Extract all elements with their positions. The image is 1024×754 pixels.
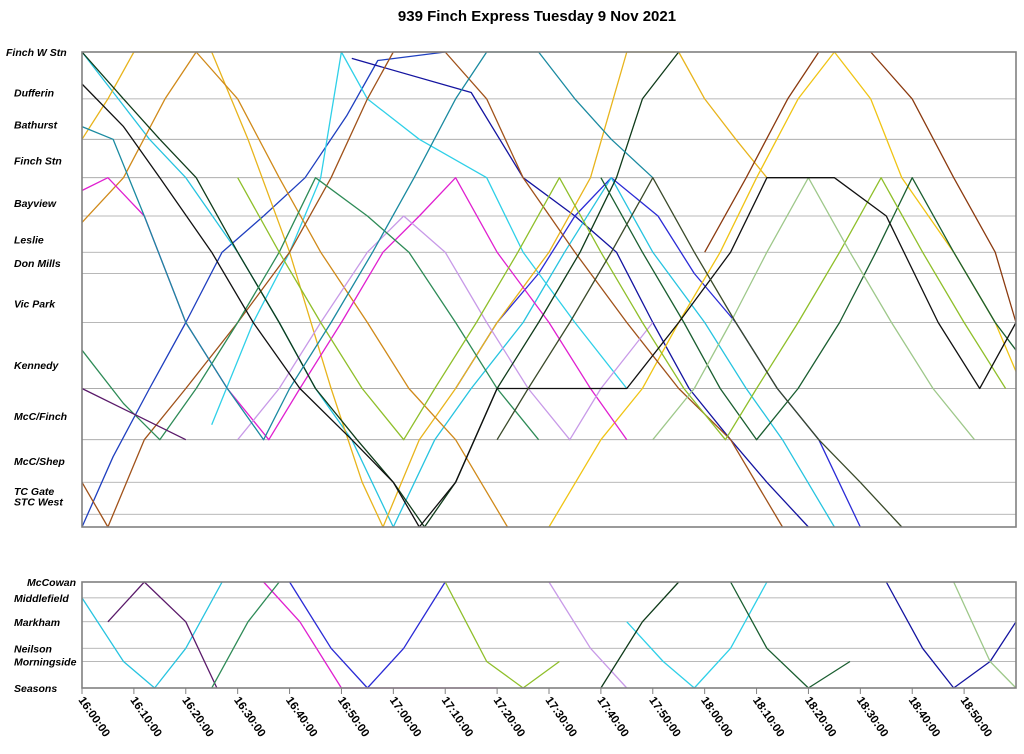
trip-line (81, 387, 187, 441)
trip-line (455, 177, 861, 528)
trip-line (81, 177, 628, 441)
trip-line (351, 57, 809, 528)
x-tick-label: 18:10:00 (750, 695, 786, 740)
chart-title: 939 Finch Express Tuesday 9 Nov 2021 (398, 8, 676, 25)
x-tick-label: 17:50:00 (646, 695, 682, 740)
trip-line (730, 581, 851, 689)
trip-line (81, 51, 835, 528)
plot-frame (81, 51, 1017, 528)
stop-label: McC/Finch (14, 411, 67, 423)
trip-line (211, 581, 280, 689)
x-tick-label: 18:50:00 (958, 695, 994, 740)
stop-label: Morningside (14, 657, 77, 669)
x-tick-label: 16:40:00 (283, 695, 319, 740)
x-tick-label: 18:00:00 (698, 695, 734, 740)
trip-line (548, 51, 1017, 528)
x-axis: 16:00:00 16:10:00 16:20:00 16:30:00 16:40:00… (76, 688, 994, 739)
stop-label: Finch W Stn (6, 47, 67, 59)
trip-line (237, 177, 1007, 441)
trip-line (652, 177, 976, 441)
stop-label: Bathurst (14, 119, 58, 131)
stop-label: Seasons (14, 683, 57, 695)
x-tick-label: 16:50:00 (335, 695, 371, 740)
trip-line (444, 581, 560, 689)
stop-label: Finch Stn (14, 156, 62, 168)
stop-label: McCowan (27, 577, 76, 589)
x-tick-label: 17:20:00 (491, 695, 527, 740)
stop-label: Dufferin (14, 87, 54, 99)
trip-line (600, 177, 1017, 441)
x-tick-label: 17:00:00 (387, 695, 423, 740)
stop-label: Neilson (14, 643, 52, 655)
trip-line (107, 581, 218, 689)
x-tick-label: 18:30:00 (854, 695, 890, 740)
stop-label: Markham (14, 617, 60, 629)
x-tick-label: 16:00:00 (76, 695, 112, 740)
trip-line (237, 215, 654, 441)
x-tick-label: 17:30:00 (543, 695, 579, 740)
panel-lower: McCowan Middlefield Markham Neilson Mornings… (14, 577, 1017, 695)
trip-line (600, 581, 680, 689)
stop-label: Don Mills (14, 258, 61, 270)
stop-label: McC/Shep (14, 456, 65, 468)
trip-line (81, 51, 784, 528)
panel-main: Finch W Stn Dufferin Bathurst Finch Stn Bayv… (6, 47, 1017, 528)
stop-label: STC West (14, 496, 63, 508)
x-tick-label: 18:20:00 (802, 695, 838, 740)
stop-label: TC Gate (14, 486, 54, 498)
x-tick-label: 16:10:00 (127, 695, 163, 740)
trip-line (81, 51, 654, 441)
stop-label: Middlefield (14, 593, 69, 605)
x-tick-label: 17:40:00 (594, 695, 630, 740)
stop-label: Leslie (14, 234, 44, 246)
trip-line (81, 177, 540, 441)
x-tick-label: 18:40:00 (906, 695, 942, 740)
stop-label: Vic Park (14, 298, 56, 310)
trip-line (496, 177, 903, 528)
trip-line (953, 581, 1017, 689)
stop-label: Bayview (14, 198, 57, 210)
x-tick-label: 16:30:00 (231, 695, 267, 740)
x-tick-label: 17:10:00 (439, 695, 475, 740)
trip-line (548, 581, 628, 689)
trip-line (81, 83, 1017, 528)
stop-label: Kennedy (14, 360, 60, 372)
x-tick-label: 16:20:00 (179, 695, 215, 740)
